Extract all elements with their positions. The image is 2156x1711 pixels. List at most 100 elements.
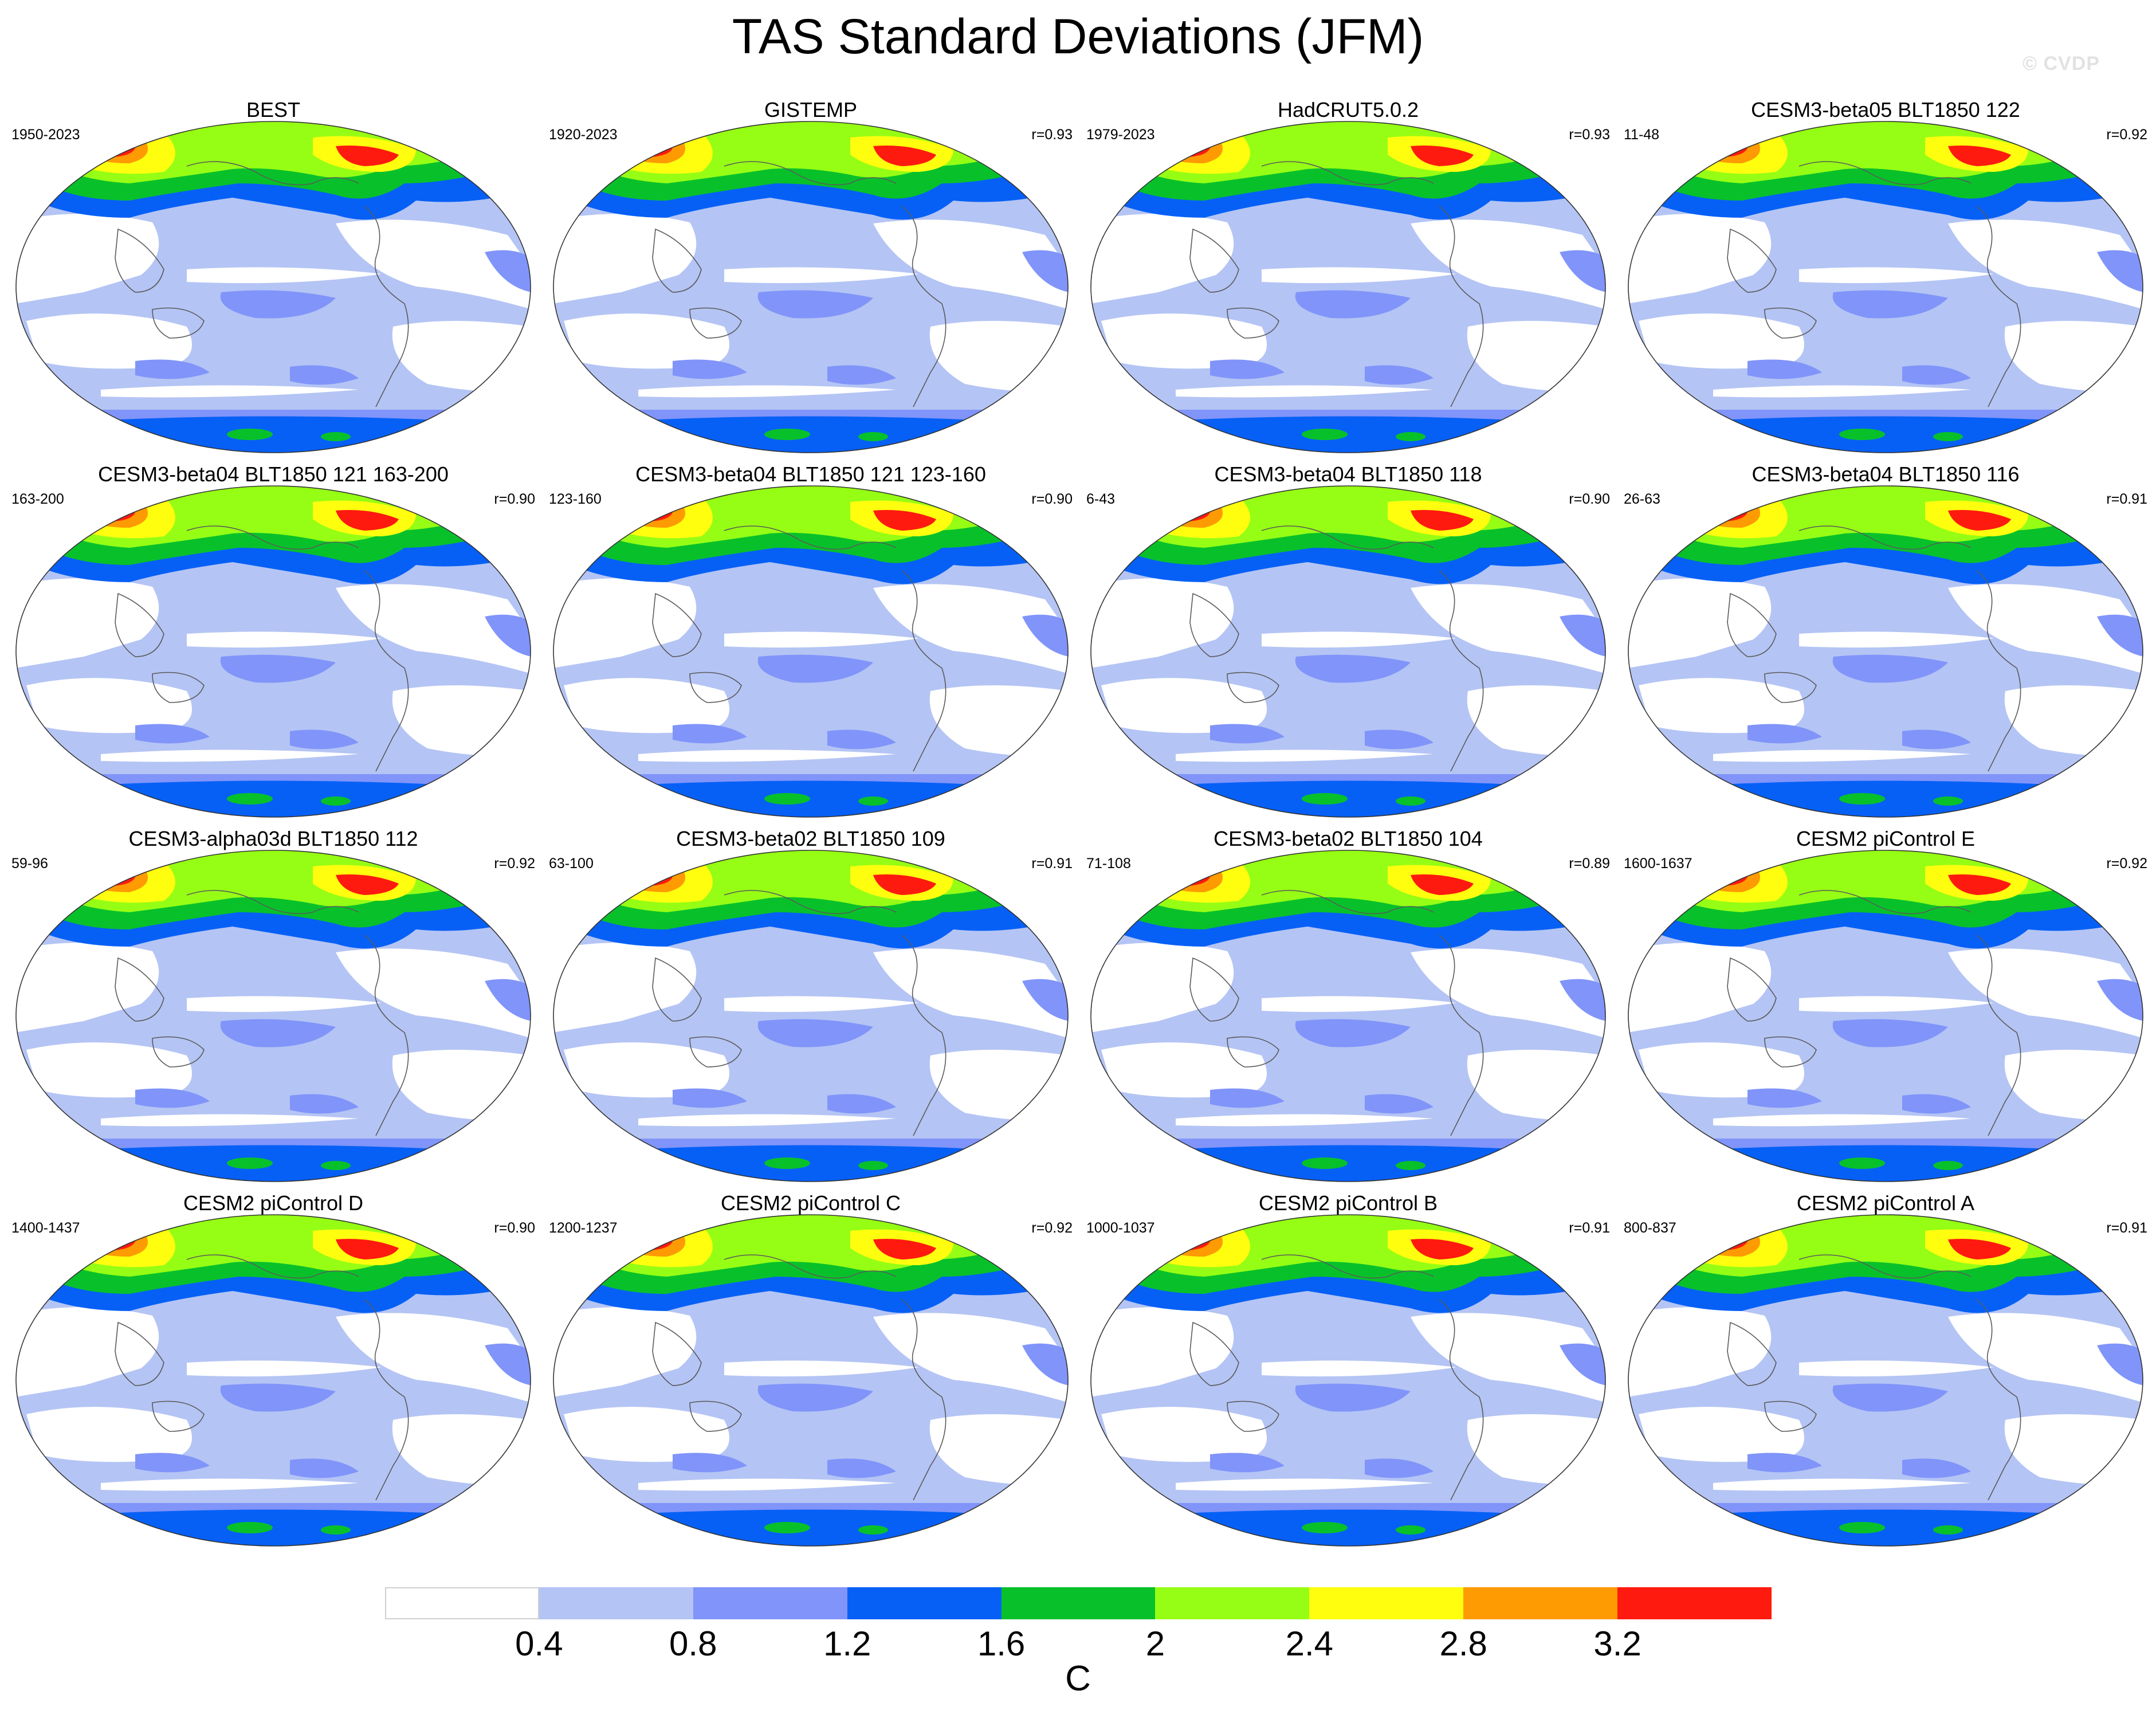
sst-field	[553, 1215, 1068, 1546]
sst-field	[16, 1215, 531, 1546]
panel-title: CESM2 piControl A	[1796, 1191, 1975, 1215]
colorbar-tick-label: 0.4	[515, 1624, 563, 1663]
panel-title: CESM2 piControl E	[1796, 827, 1976, 850]
colorbar	[385, 1587, 1772, 1619]
world-map	[553, 1214, 1069, 1547]
panel-period: 59-96	[11, 856, 48, 872]
map-panel: CESM2 piControl D 1400-1437 r=0.90	[5, 1191, 542, 1552]
map-panel: CESM3-beta04 BLT1850 121 163-200 163-200 r…	[5, 462, 542, 823]
sst-field	[16, 121, 531, 453]
colorbar-swatch	[385, 1587, 539, 1619]
colorbar-swatch	[1309, 1587, 1464, 1619]
panel-title: CESM3-beta02 BLT1850 104	[1214, 827, 1483, 850]
panel-period: 123-160	[549, 491, 602, 507]
panel-title: CESM3-beta04 BLT1850 121 163-200	[98, 462, 449, 486]
panel-correlation: r=0.90	[1031, 491, 1073, 507]
colorbar-tick-label: 2.8	[1439, 1624, 1487, 1663]
world-map	[15, 485, 531, 818]
world-map	[15, 1214, 531, 1547]
world-map	[553, 121, 1069, 453]
colorbar-swatch	[1617, 1587, 1772, 1619]
map-panel: HadCRUT5.0.2 1979-2023 r=0.93	[1079, 97, 1617, 458]
map-panel: CESM2 piControl E 1600-1637 r=0.92	[1617, 826, 2154, 1187]
sst-field	[1091, 121, 1605, 453]
map-panel: CESM2 piControl B 1000-1037 r=0.91	[1079, 1191, 1617, 1552]
map-panel: CESM2 piControl C 1200-1237 r=0.92	[542, 1191, 1079, 1552]
sst-field	[1091, 486, 1605, 817]
panel-period: 1979-2023	[1086, 127, 1155, 143]
world-map	[553, 850, 1069, 1182]
colorbar-tick-label: 1.6	[977, 1624, 1026, 1663]
panel-title: CESM3-beta05 BLT1850 122	[1751, 98, 2020, 121]
colorbar-swatch	[539, 1587, 693, 1619]
world-map	[1090, 485, 1606, 818]
colorbar-swatch	[1001, 1587, 1156, 1619]
panel-period: 11-48	[1624, 127, 1660, 143]
sst-field	[1091, 850, 1605, 1182]
panel-correlation: r=0.93	[1569, 127, 1610, 143]
world-map	[1628, 485, 2143, 818]
map-panel: CESM2 piControl A 800-837 r=0.91	[1617, 1191, 2154, 1552]
sst-field	[1628, 1215, 2143, 1546]
colorbar-swatch	[1155, 1587, 1310, 1619]
figure-title: TAS Standard Deviations (JFM)	[732, 9, 1424, 64]
panel-period: 71-108	[1086, 856, 1131, 872]
colorbar-tick-label: 3.2	[1593, 1624, 1641, 1663]
world-map	[1628, 1214, 2143, 1547]
colorbar-swatch	[693, 1587, 847, 1619]
panel-period: 6-43	[1086, 491, 1116, 507]
panel-correlation: r=0.91	[1569, 1220, 1610, 1236]
panel-title: CESM2 piControl C	[720, 1191, 901, 1215]
panel-period: 1600-1637	[1624, 856, 1692, 872]
sst-field	[16, 850, 531, 1182]
panel-correlation: r=0.89	[1569, 856, 1610, 872]
panel-period: 1400-1437	[11, 1220, 80, 1236]
panel-title: CESM3-beta02 BLT1850 109	[676, 827, 945, 850]
colorbar-tick-label: 2.4	[1285, 1624, 1334, 1663]
world-map	[15, 850, 531, 1182]
colorbar-tick-label: 1.2	[823, 1624, 871, 1663]
colorbar-tick-label: 0.8	[669, 1624, 717, 1663]
colorbar-unit-label: C	[1065, 1659, 1091, 1698]
world-map	[1628, 850, 2143, 1182]
map-panel: CESM3-beta05 BLT1850 122 11-48 r=0.92	[1617, 97, 2154, 458]
map-panel: CESM3-beta04 BLT1850 116 26-63 r=0.91	[1617, 462, 2154, 823]
colorbar-tick-labels: 0.4 0.8 1.2 1.6 2 2.4 2.8 3.2	[385, 1624, 1772, 1664]
sst-field	[16, 486, 531, 817]
panel-period: 800-837	[1624, 1220, 1676, 1236]
map-panel: CESM3-alpha03d BLT1850 112 59-96 r=0.92	[5, 826, 542, 1187]
map-panel: CESM3-beta04 BLT1850 121 123-160 123-160 r…	[542, 462, 1079, 823]
panel-period: 163-200	[11, 491, 64, 507]
sst-field	[1628, 850, 2143, 1182]
world-map	[1090, 121, 1606, 453]
sst-field	[553, 121, 1068, 453]
colorbar-swatch	[1463, 1587, 1618, 1619]
sst-field	[1091, 1215, 1605, 1546]
panel-period: 1000-1037	[1086, 1220, 1155, 1236]
panel-correlation: r=0.91	[2106, 1220, 2147, 1236]
sst-field	[1628, 121, 2143, 453]
colorbar-swatch	[847, 1587, 1002, 1619]
world-map	[1628, 121, 2143, 453]
panel-period: 63-100	[549, 856, 594, 872]
panel-title: CESM3-beta04 BLT1850 118	[1214, 462, 1482, 486]
panel-title: CESM3-beta04 BLT1850 116	[1751, 462, 2020, 486]
cvdp-watermark: © CVDP	[2023, 53, 2100, 74]
map-panel: BEST 1950-2023	[5, 97, 542, 458]
panel-correlation: r=0.91	[2106, 491, 2147, 507]
panel-title: BEST	[246, 98, 301, 121]
world-map	[1090, 850, 1606, 1182]
world-map	[1090, 1214, 1606, 1547]
map-panel: CESM3-beta02 BLT1850 104 71-108 r=0.89	[1079, 826, 1617, 1187]
panel-title: CESM3-alpha03d BLT1850 112	[128, 827, 418, 850]
panel-title: CESM2 piControl B	[1258, 1191, 1438, 1215]
panel-period: 1920-2023	[549, 127, 618, 143]
map-panel-grid: BEST 1950-2023 GISTEMP 1920-2023 r=0.93 HadCR…	[5, 97, 2154, 1547]
panel-correlation: r=0.92	[2106, 856, 2147, 872]
panel-period: 1200-1237	[549, 1220, 618, 1236]
colorbar-tick-label: 2	[1145, 1624, 1165, 1663]
panel-correlation: r=0.92	[2106, 127, 2147, 143]
sst-field	[553, 850, 1068, 1182]
panel-correlation: r=0.90	[494, 491, 535, 507]
sst-field	[1628, 486, 2143, 817]
